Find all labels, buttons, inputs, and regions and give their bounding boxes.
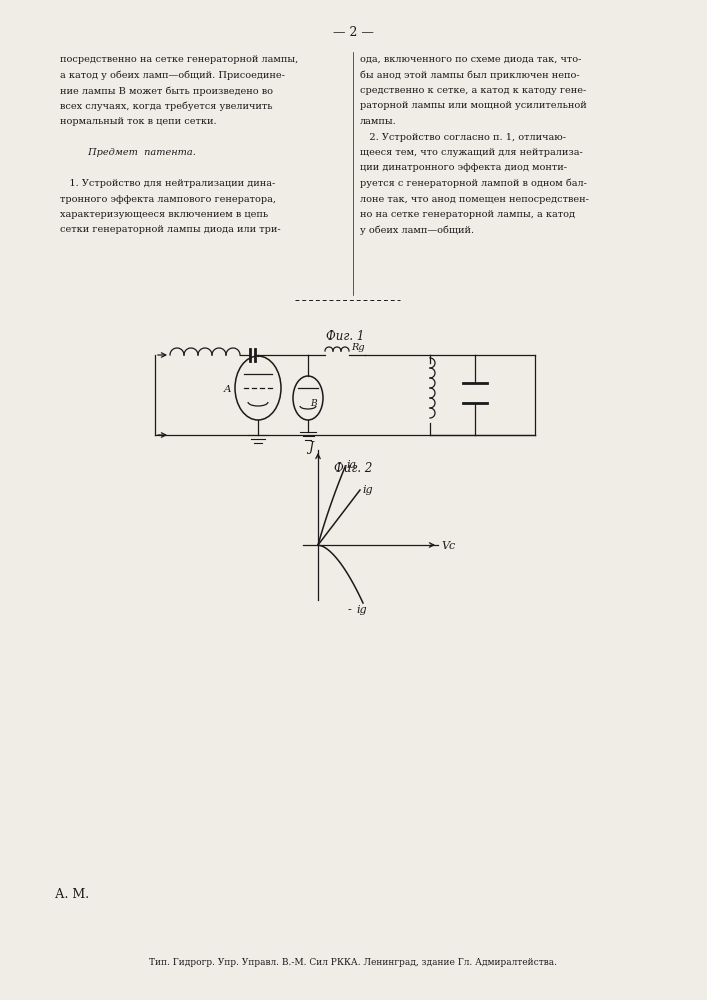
Text: iа: iа xyxy=(346,460,356,470)
Text: — 2 —: — 2 — xyxy=(332,25,373,38)
Text: посредственно на сетке генераторной лампы,: посредственно на сетке генераторной ламп… xyxy=(60,55,298,64)
Text: бы анод этой лампы был приключен непо-: бы анод этой лампы был приключен непо- xyxy=(360,70,580,80)
Text: у обеих ламп—общий.: у обеих ламп—общий. xyxy=(360,226,474,235)
Text: ig: ig xyxy=(356,605,367,615)
Text: -: - xyxy=(348,605,352,615)
Text: Rg: Rg xyxy=(351,342,365,352)
Text: всех случаях, когда требуется увеличить: всех случаях, когда требуется увеличить xyxy=(60,102,272,111)
Text: А. М.: А. М. xyxy=(55,888,89,901)
Text: раторной лампы или мощной усилительной: раторной лампы или мощной усилительной xyxy=(360,102,587,110)
Text: Тип. Гидрогр. Упр. Управл. В.-М. Сил РККА. Ленинград, здание Гл. Адмиралтейства.: Тип. Гидрогр. Упр. Управл. В.-М. Сил РКК… xyxy=(149,958,557,967)
Text: сетки генераторной лампы диода или три-: сетки генераторной лампы диода или три- xyxy=(60,226,281,234)
Text: характеризующееся включением в цепь: характеризующееся включением в цепь xyxy=(60,210,268,219)
Text: ода, включенного по схеме диода так, что-: ода, включенного по схеме диода так, что… xyxy=(360,55,581,64)
Text: 2. Устройство согласно п. 1, отличаю-: 2. Устройство согласно п. 1, отличаю- xyxy=(360,132,566,141)
Text: A: A xyxy=(223,385,231,394)
Text: B: B xyxy=(310,399,317,408)
Text: нормальный ток в цепи сетки.: нормальный ток в цепи сетки. xyxy=(60,117,216,126)
Text: Фиг. 1: Фиг. 1 xyxy=(326,330,364,343)
Text: Vc: Vc xyxy=(441,541,455,551)
Text: ции динатронного эффекта диод монти-: ции динатронного эффекта диод монти- xyxy=(360,163,567,172)
Text: щееся тем, что служащий для нейтрализа-: щееся тем, что служащий для нейтрализа- xyxy=(360,148,583,157)
Text: а катод у обеих ламп—общий. Присоедине-: а катод у обеих ламп—общий. Присоедине- xyxy=(60,70,285,80)
Text: но на сетке генераторной лампы, а катод: но на сетке генераторной лампы, а катод xyxy=(360,210,575,219)
Text: 1. Устройство для нейтрализации дина-: 1. Устройство для нейтрализации дина- xyxy=(60,179,275,188)
Text: лампы.: лампы. xyxy=(360,117,397,126)
Text: руется с генераторной лампой в одном бал-: руется с генераторной лампой в одном бал… xyxy=(360,179,587,188)
Text: ние лампы B может быть произведено во: ние лампы B может быть произведено во xyxy=(60,86,273,96)
Text: средственно к сетке, а катод к катоду гене-: средственно к сетке, а катод к катоду ге… xyxy=(360,86,586,95)
Text: J: J xyxy=(308,440,313,454)
Text: Фиг. 2: Фиг. 2 xyxy=(334,462,372,475)
Text: ig: ig xyxy=(362,485,373,495)
Text: Предмет  патента.: Предмет патента. xyxy=(60,148,196,157)
Text: лоне так, что анод помещен непосредствен-: лоне так, что анод помещен непосредствен… xyxy=(360,194,589,204)
Text: тронного эффекта лампового генератора,: тронного эффекта лампового генератора, xyxy=(60,194,276,204)
